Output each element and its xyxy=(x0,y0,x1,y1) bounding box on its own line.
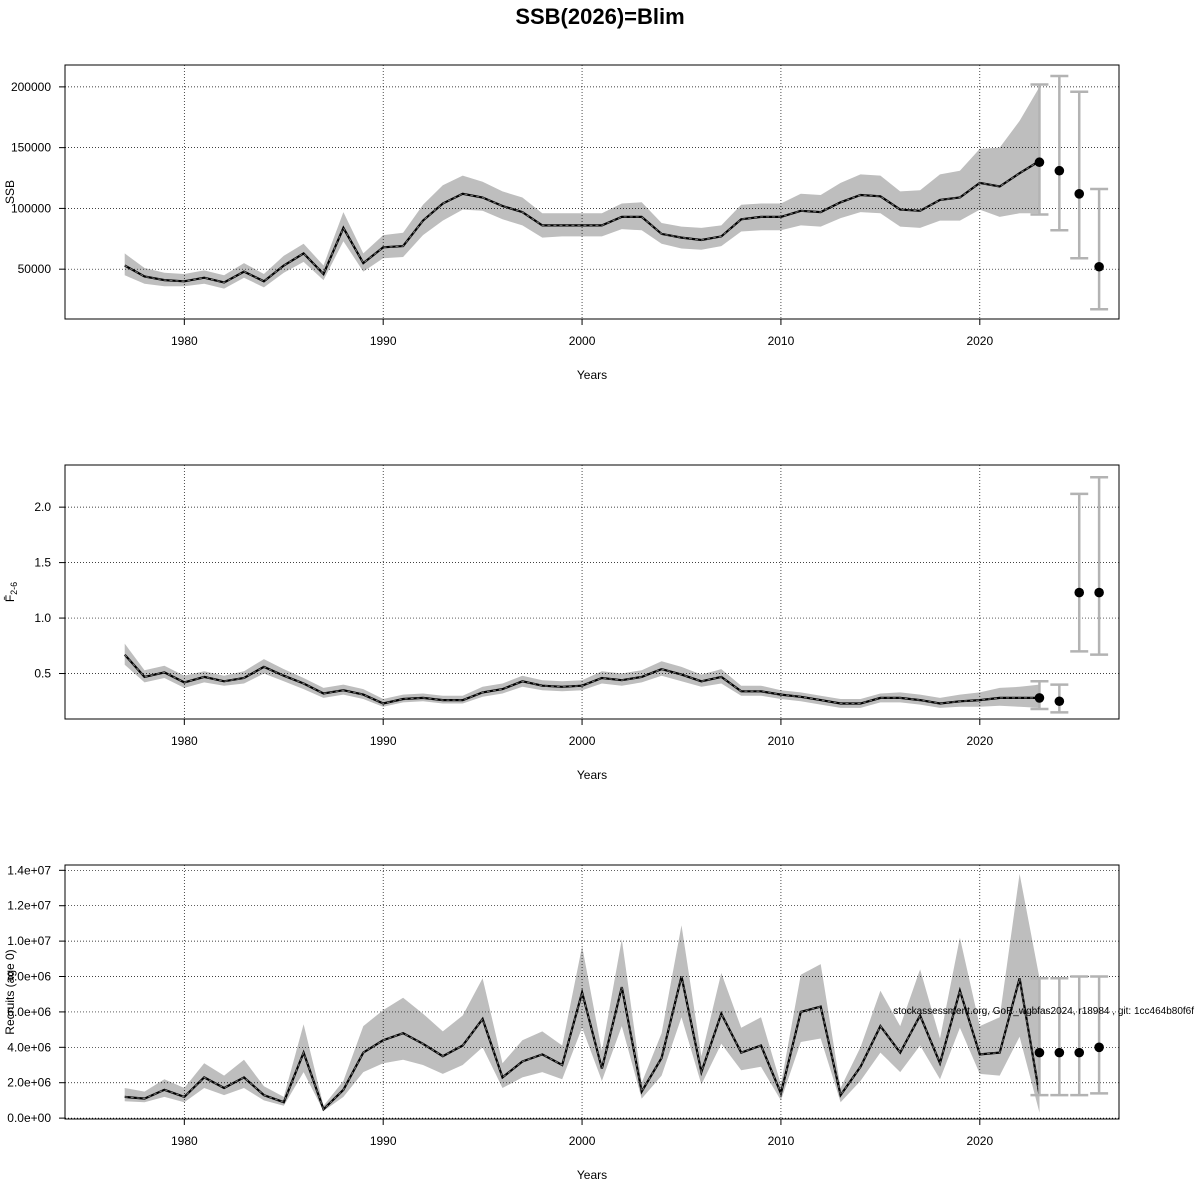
fbar-x-axis-title: Years xyxy=(577,768,607,782)
ssb-x-tick-label: 2000 xyxy=(569,334,596,348)
recruits-y-tick-label: 1.4e+07 xyxy=(7,863,51,877)
watermark-note: stockassessment.org, GoR_wgbfas2024, r18… xyxy=(893,1006,1194,1017)
recruits-y-tick-label: 6.0e+06 xyxy=(7,1005,51,1019)
fbar-y-tick-label: 1.0 xyxy=(34,611,51,625)
page-title: SSB(2026)=Blim xyxy=(515,4,685,29)
recruits-x-tick-label: 2000 xyxy=(569,1134,596,1148)
recruits-forecast-point xyxy=(1094,1042,1104,1053)
recruits-y-axis-title: Recruits (age 0) xyxy=(3,949,17,1034)
fbar-panel: 1980 1990 2000 2010 2020 0.5 1.0 1.5 2.0 Years F̄2… xyxy=(3,464,1120,782)
ssb-y-tick-label: 50000 xyxy=(18,262,52,276)
ssb-plot-frame xyxy=(64,64,1120,320)
ssb-x-tick-label: 1980 xyxy=(171,334,198,348)
recruits-y-tick-label: 1.0e+07 xyxy=(7,934,51,948)
recruits-panel: 1980 1990 2000 2010 2020 0.0e+00 2.0e+06 4.0e+0… xyxy=(3,863,1120,1182)
recruits-y-tick-label: 0.0e+00 xyxy=(7,1111,51,1125)
recruits-y-tick-label: 1.2e+07 xyxy=(7,899,51,913)
fbar-y-tick-label: 2.0 xyxy=(34,500,51,514)
fbar-forecast-point xyxy=(1074,587,1085,598)
fbar-x-tick-label: 1990 xyxy=(370,734,397,748)
recruits-x-tick-label: 2010 xyxy=(768,1134,795,1148)
recruits-forecast-point xyxy=(1074,1047,1085,1058)
ssb-x-axis-title: Years xyxy=(577,368,607,382)
recruits-x-axis-title: Years xyxy=(577,1168,607,1182)
recruits-y-tick-label: 4.0e+06 xyxy=(7,1040,51,1054)
fbar-x-tick-label: 2020 xyxy=(966,734,993,748)
fbar-y-tick-label: 0.5 xyxy=(34,667,51,681)
fbar-forecast-point xyxy=(1034,693,1045,703)
recruits-x-tick-label: 1980 xyxy=(171,1134,198,1148)
ssb-forecast-point xyxy=(1034,157,1045,168)
fbar-forecast-point xyxy=(1054,696,1065,707)
ssb-estimate-dash xyxy=(124,160,1040,284)
ssb-forecast-point xyxy=(1094,261,1104,272)
ssb-forecast-point xyxy=(1074,189,1085,199)
recruits-forecast-point xyxy=(1054,1047,1065,1058)
fbar-forecast-point xyxy=(1094,587,1104,598)
ssb-x-tick-label: 2010 xyxy=(768,334,795,348)
recruits-plot-frame xyxy=(64,864,1120,1120)
fbar-estimate-dash xyxy=(124,654,1040,705)
ssb-x-tick-label: 2020 xyxy=(966,334,993,348)
ssb-y-axis-title: SSB xyxy=(3,180,17,204)
fbar-y-axis-title: F̄2-6 xyxy=(3,582,19,602)
fbar-y-axis-subscript: 2-6 xyxy=(9,582,19,595)
recruits-x-tick-label: 2020 xyxy=(966,1134,993,1148)
fbar-x-tick-label: 2010 xyxy=(768,734,795,748)
ssb-y-tick-label: 150000 xyxy=(11,141,51,155)
recruits-y-tick-label: 2.0e+06 xyxy=(7,1076,51,1090)
recruits-x-tick-label: 1990 xyxy=(370,1134,397,1148)
recruits-forecast-point xyxy=(1034,1047,1045,1058)
ssb-x-tick-label: 1990 xyxy=(370,334,397,348)
ssb-confidence-band xyxy=(124,86,1040,289)
recruits-y-tick-label: 8.0e+06 xyxy=(7,970,51,984)
ssb-forecast-point xyxy=(1054,165,1065,176)
ssb-y-tick-label: 100000 xyxy=(11,201,51,215)
fbar-y-tick-label: 1.5 xyxy=(34,556,51,570)
recruits-estimate-dash xyxy=(124,976,1040,1111)
ssb-panel: 1980 1990 2000 2010 2020 50000 100000 150000 200… xyxy=(3,64,1120,382)
ssb-y-tick-label: 200000 xyxy=(11,80,51,94)
fbar-plot-frame xyxy=(64,464,1120,720)
fbar-x-tick-label: 1980 xyxy=(171,734,198,748)
fbar-x-tick-label: 2000 xyxy=(569,734,596,748)
